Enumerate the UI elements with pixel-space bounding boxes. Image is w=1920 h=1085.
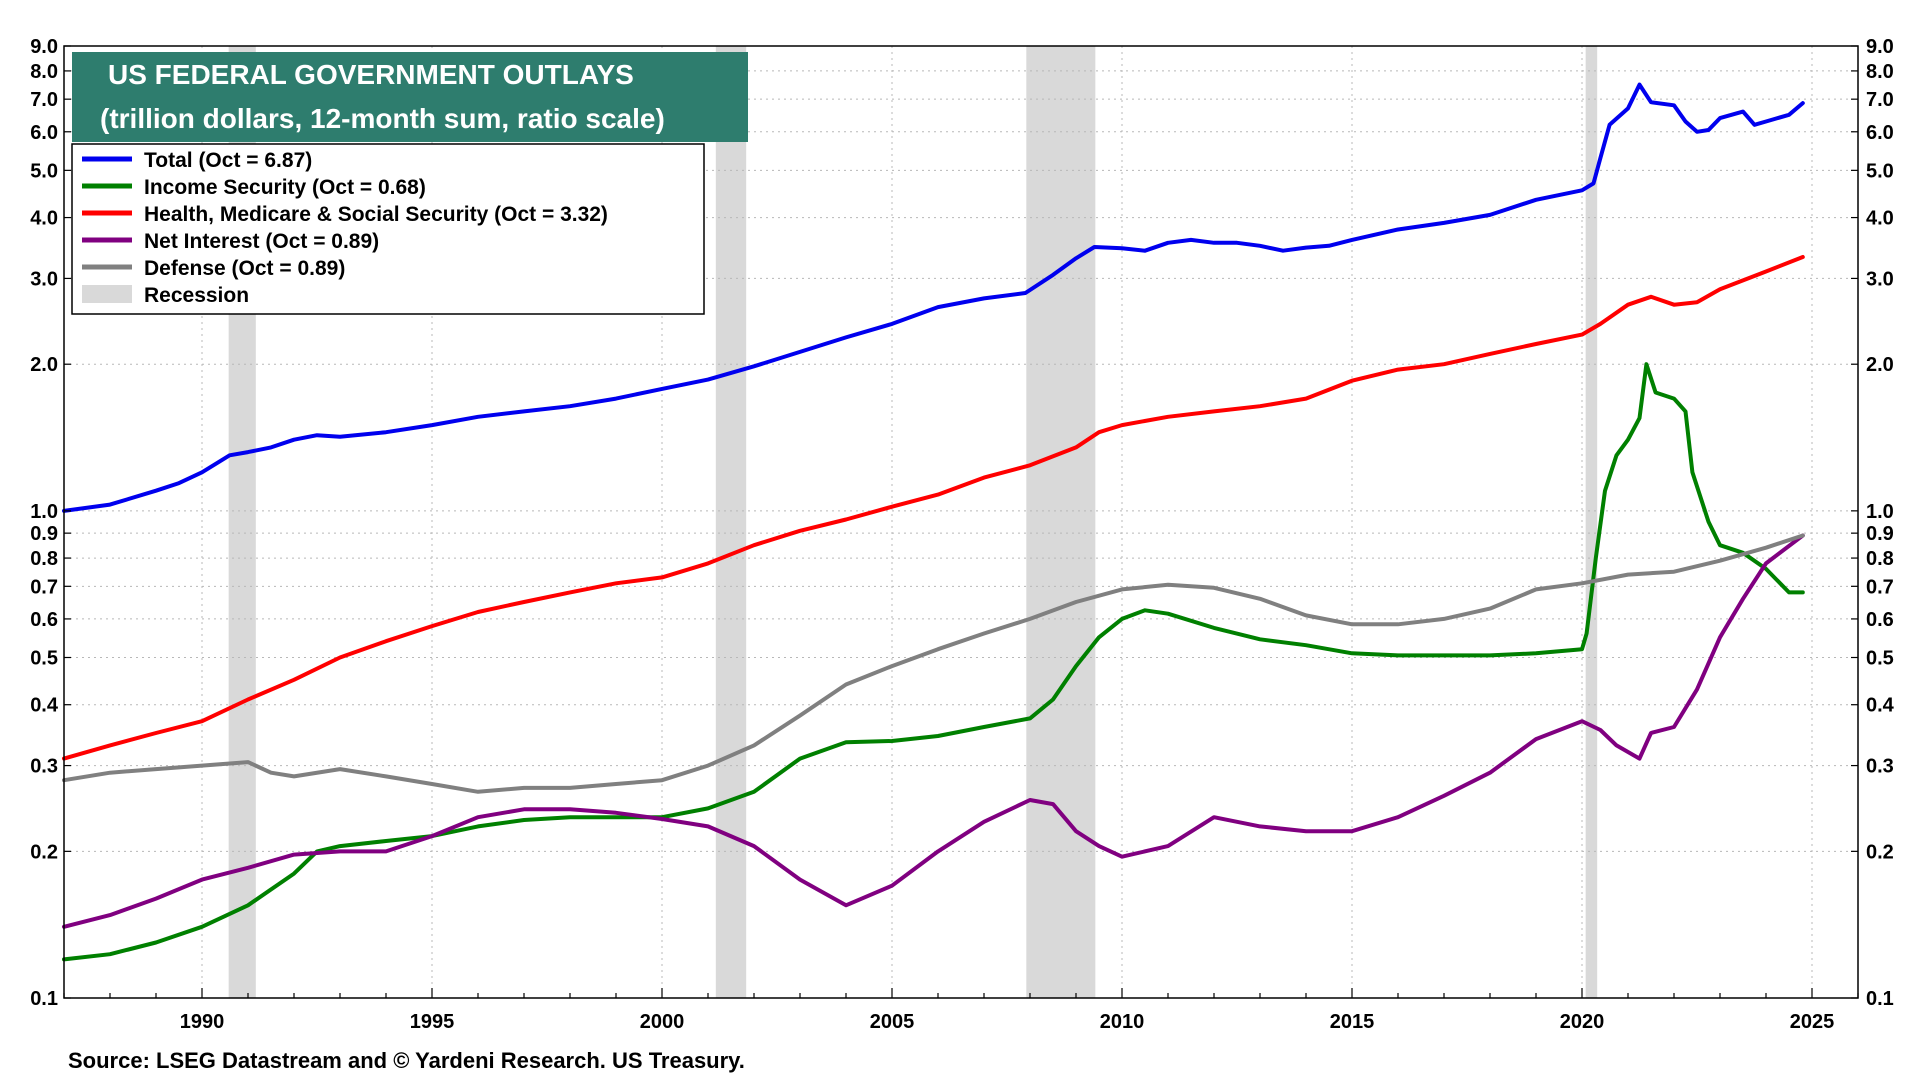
series-line [62, 82, 1805, 513]
y-tick-label-left: 0.2 [30, 841, 58, 863]
y-tick-label-right: 3.0 [1866, 268, 1894, 290]
y-tick-label-left: 7.0 [30, 89, 58, 111]
x-axis: 1990 1995 2000 2005 2010 2015 2020 2025 [63, 988, 1859, 1033]
grid-lines [64, 45, 1858, 999]
chart-subtitle: (trillion dollars, 12-month sum, ratio s… [100, 103, 665, 134]
y-tick-label-right: 0.6 [1866, 609, 1894, 631]
recession-band [715, 46, 747, 998]
y-tick-label-right: 0.9 [1866, 523, 1894, 545]
x-tick-label: 1995 [410, 1011, 455, 1033]
series-line [62, 533, 1805, 929]
y-tick-label-left: 4.0 [30, 208, 58, 230]
y-tick-label-left: 6.0 [30, 122, 58, 144]
y-tick-label-left: 1.0 [30, 501, 58, 523]
legend-swatch-recession [82, 285, 132, 303]
y-tick-label-right: 0.3 [1866, 756, 1894, 778]
recession-band [1585, 46, 1598, 998]
y-tick-label-right: 1.0 [1866, 501, 1894, 523]
y-tick-label-left: 0.1 [30, 988, 58, 1010]
y-tick-label-left: 9.0 [30, 36, 58, 58]
series-line [62, 362, 1805, 962]
title-box: US FEDERAL GOVERNMENT OUTLAYS (trillion … [72, 52, 748, 142]
y-tick-label-left: 0.4 [30, 695, 59, 717]
y-tick-label-left: 8.0 [30, 61, 58, 83]
y-tick-label-left: 0.7 [30, 576, 58, 598]
series-line [62, 255, 1805, 761]
y-tick-label-right: 4.0 [1866, 208, 1894, 230]
y-axis-right: 0.1 0.2 0.3 0.4 0.5 0.6 0.7 0.8 0.91.0 2.0 3.0 4.0 5… [1851, 36, 1895, 1010]
y-tick-label-right: 0.4 [1866, 695, 1895, 717]
title-background [72, 52, 748, 142]
series-lines [62, 82, 1805, 962]
legend-label: Total (Oct = 6.87) [144, 149, 312, 172]
y-tick-label-right: 7.0 [1866, 89, 1894, 111]
y-tick-label-right: 0.1 [1866, 988, 1894, 1010]
x-tick-label: 2010 [1100, 1011, 1145, 1033]
x-tick-label: 1990 [180, 1011, 225, 1033]
x-tick-label: 2020 [1560, 1011, 1605, 1033]
legend-label-recession: Recession [144, 284, 249, 307]
y-tick-label-right: 8.0 [1866, 61, 1894, 83]
y-tick-label-right: 2.0 [1866, 354, 1894, 376]
legend-box [71, 143, 705, 315]
legend: Total (Oct = 6.87) Income Security (Oct =… [71, 143, 705, 315]
y-tick-label-left: 3.0 [30, 268, 58, 290]
y-tick-label-right: 6.0 [1866, 122, 1894, 144]
y-tick-label-left: 5.0 [30, 160, 58, 182]
recession-band [1026, 46, 1096, 998]
plot-frame [63, 45, 1859, 999]
y-tick-label-right: 0.5 [1866, 648, 1894, 670]
legend-label: Defense (Oct = 0.89) [144, 257, 345, 280]
y-axis-left: 0.1 0.2 0.3 0.4 0.5 0.6 0.7 0.8 0.91.0 2.0 3.0 4.0 5… [30, 36, 71, 1010]
x-tick-label: 2015 [1330, 1011, 1375, 1033]
source-note: Source: LSEG Datastream and © Yardeni Re… [68, 1048, 745, 1073]
legend-label: Net Interest (Oct = 0.89) [144, 230, 379, 253]
y-tick-label-right: 9.0 [1866, 36, 1894, 58]
y-tick-label-left: 0.6 [30, 609, 58, 631]
x-tick-label: 2005 [870, 1011, 915, 1033]
y-tick-label-right: 0.8 [1866, 548, 1894, 570]
legend-label: Health, Medicare & Social Security (Oct … [144, 203, 608, 226]
y-tick-label-right: 0.7 [1866, 576, 1894, 598]
y-tick-label-right: 5.0 [1866, 160, 1894, 182]
y-tick-label-left: 2.0 [30, 354, 58, 376]
chart-title: US FEDERAL GOVERNMENT OUTLAYS [108, 59, 634, 90]
y-tick-label-left: 0.5 [30, 648, 58, 670]
y-tick-label-left: 0.8 [30, 548, 58, 570]
y-tick-label-left: 0.9 [30, 523, 58, 545]
y-tick-label-left: 0.3 [30, 756, 58, 778]
x-tick-label: 2025 [1790, 1011, 1835, 1033]
x-tick-label: 2000 [640, 1011, 685, 1033]
series-line [62, 533, 1805, 794]
y-tick-label-right: 0.2 [1866, 841, 1894, 863]
legend-label: Income Security (Oct = 0.68) [144, 176, 426, 199]
